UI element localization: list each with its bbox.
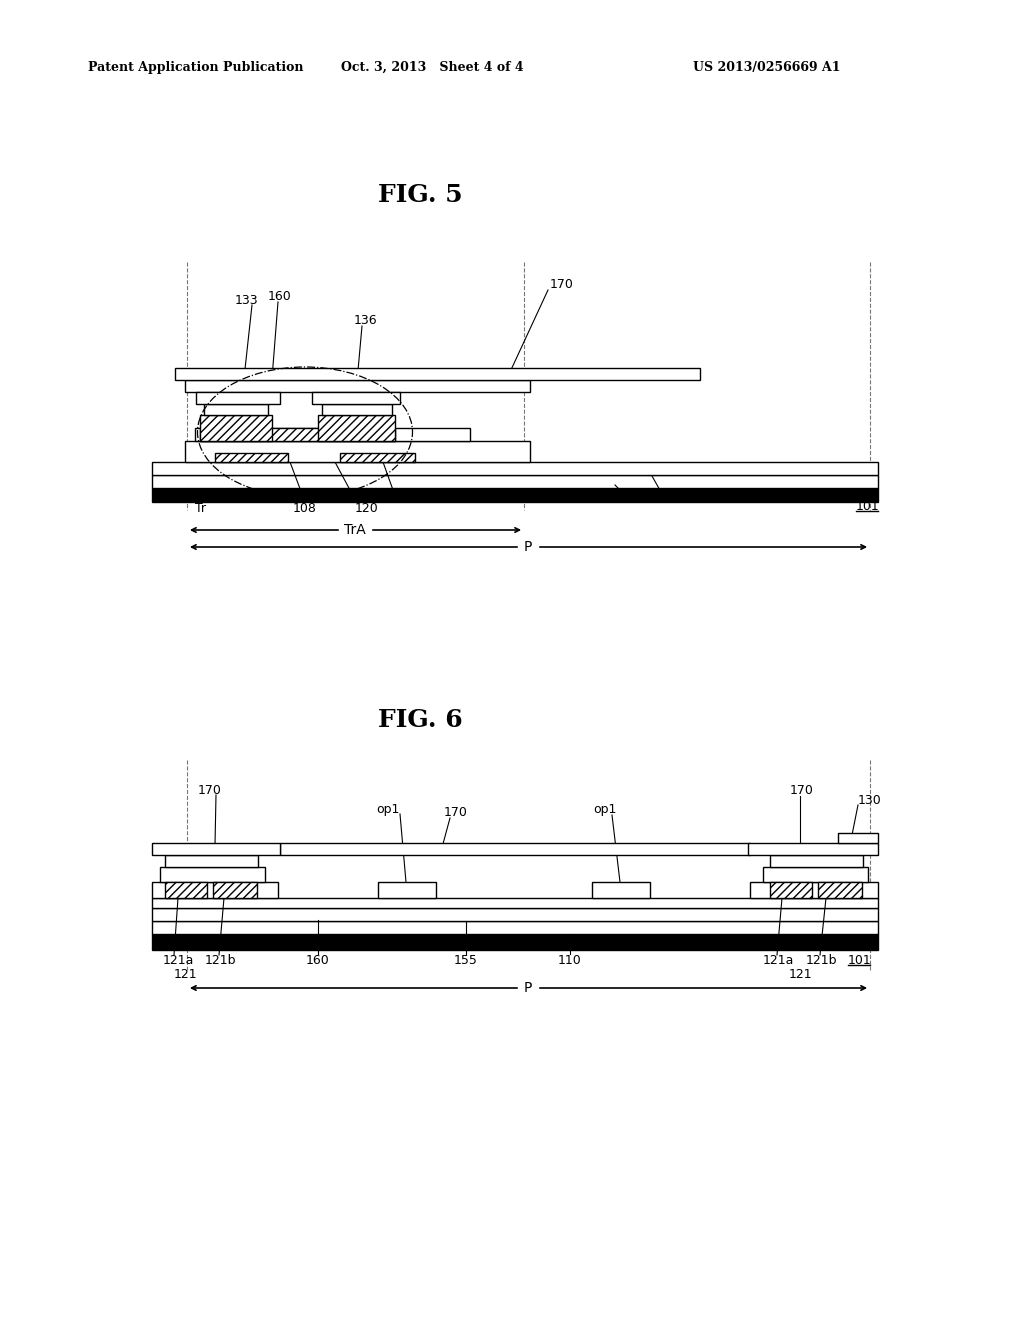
Bar (160, 867, 265, 882)
Text: P: P (524, 981, 532, 995)
Bar (152, 475, 878, 488)
Text: 121b: 121b (806, 953, 838, 966)
Bar (195, 428, 470, 441)
Text: US 2013/0256669 A1: US 2013/0256669 A1 (693, 61, 841, 74)
Text: 101: 101 (856, 499, 880, 512)
Bar (152, 462, 878, 475)
Bar (312, 392, 400, 404)
Text: 120b: 120b (379, 490, 411, 503)
Text: Tr: Tr (195, 502, 206, 515)
Text: 110: 110 (558, 953, 582, 966)
Text: 121a: 121a (163, 953, 195, 966)
Text: 136: 136 (353, 314, 377, 326)
Text: Oct. 3, 2013   Sheet 4 of 4: Oct. 3, 2013 Sheet 4 of 4 (341, 61, 523, 74)
Text: 110: 110 (616, 490, 640, 503)
Text: 170: 170 (198, 784, 222, 796)
Bar (152, 898, 878, 908)
Bar (378, 882, 436, 898)
Bar (200, 428, 395, 441)
Bar (204, 404, 268, 414)
Bar (200, 414, 272, 441)
Bar (152, 843, 280, 855)
Text: 121: 121 (788, 969, 812, 982)
Bar (818, 882, 862, 898)
Bar (152, 908, 878, 921)
Text: FIG. 6: FIG. 6 (378, 708, 462, 733)
Text: 160: 160 (268, 289, 292, 302)
Bar (185, 441, 530, 462)
Text: 121b: 121b (205, 953, 237, 966)
Text: 133: 133 (234, 293, 258, 306)
Bar (185, 380, 530, 392)
Bar (592, 882, 650, 898)
Bar (838, 833, 878, 843)
Bar (750, 882, 878, 898)
Bar (165, 855, 258, 867)
Bar (748, 843, 878, 855)
Text: P: P (524, 540, 532, 554)
Text: 121: 121 (173, 969, 197, 982)
Text: 155: 155 (656, 490, 680, 503)
Text: op1: op1 (376, 804, 399, 817)
Text: TrA: TrA (344, 523, 366, 537)
Text: 170: 170 (550, 277, 573, 290)
Text: 170: 170 (444, 805, 468, 818)
Text: 120: 120 (355, 502, 379, 515)
Bar (152, 882, 278, 898)
Text: op1: op1 (593, 804, 616, 817)
Text: Patent Application Publication: Patent Application Publication (88, 61, 303, 74)
Bar (165, 882, 207, 898)
Text: 101: 101 (848, 953, 871, 966)
Bar (152, 488, 878, 502)
Text: 160: 160 (306, 953, 330, 966)
Text: 155: 155 (454, 953, 478, 966)
Bar (152, 921, 878, 935)
Bar (280, 843, 750, 855)
Bar (196, 392, 280, 404)
Text: 130: 130 (858, 793, 882, 807)
Bar (215, 453, 288, 462)
Text: 170: 170 (791, 784, 814, 796)
Bar (770, 855, 863, 867)
Text: FIG. 5: FIG. 5 (378, 183, 462, 207)
Text: 120a: 120a (331, 490, 361, 503)
Bar (175, 368, 700, 380)
Bar (152, 935, 878, 950)
Bar (322, 404, 392, 414)
Text: 121a: 121a (763, 953, 795, 966)
Bar (340, 453, 415, 462)
Bar (318, 414, 395, 441)
Bar (213, 882, 257, 898)
Text: 108: 108 (293, 502, 317, 515)
Bar (770, 882, 812, 898)
Bar (763, 867, 868, 882)
